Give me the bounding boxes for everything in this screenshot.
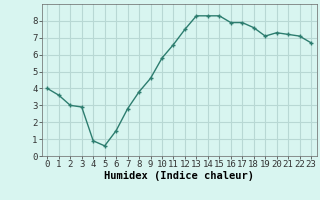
X-axis label: Humidex (Indice chaleur): Humidex (Indice chaleur): [104, 171, 254, 181]
